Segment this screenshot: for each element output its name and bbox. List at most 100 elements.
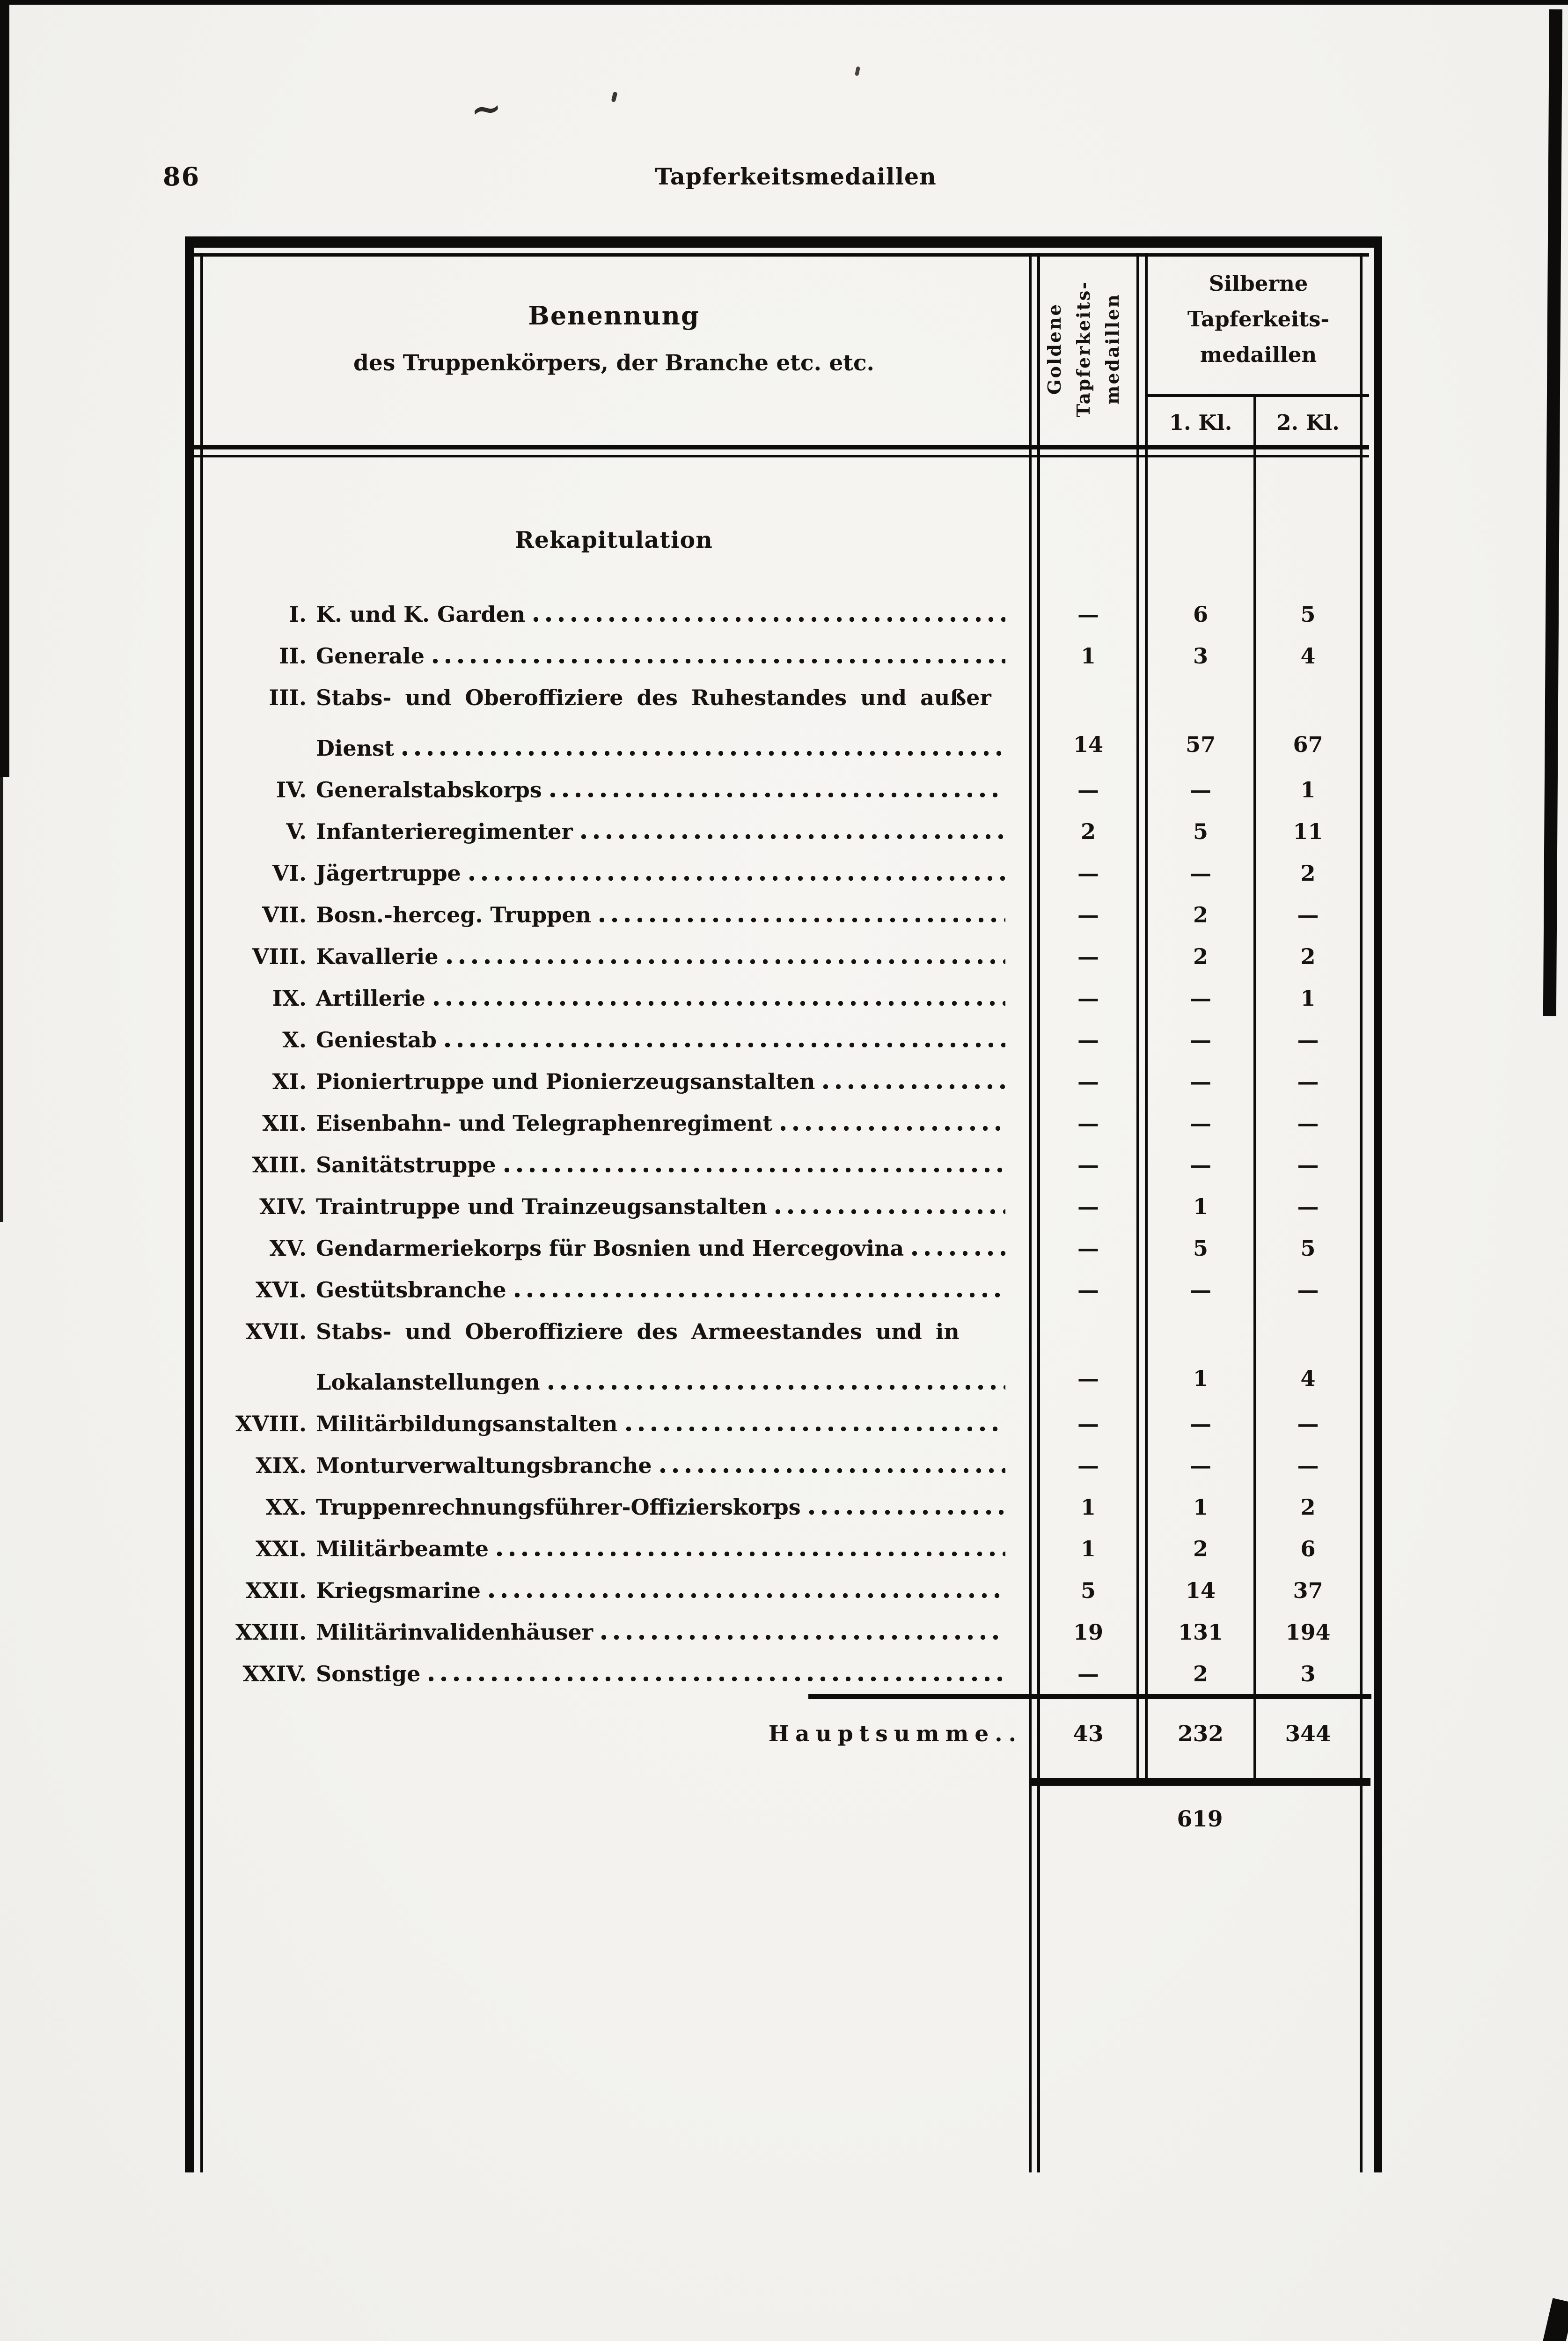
dot-leader <box>659 1467 1005 1474</box>
table-row: IV. Generalstabskorps — — 1 <box>199 777 1369 822</box>
dot-leader <box>496 1551 1005 1557</box>
cell-silberne-2kl: — <box>1297 902 1319 928</box>
row-numeral: IV. <box>276 777 307 802</box>
table-row: IX. Artillerie — — 1 <box>199 986 1369 1031</box>
cell-goldene: 1 <box>1080 643 1096 669</box>
column-header-name-line2: des Truppenkörpers, der Branche etc. etc… <box>353 350 874 376</box>
row-numeral: V. <box>286 819 307 844</box>
table-row: XV. Gendarmeriekorps für Bosnien und Her… <box>199 1236 1369 1281</box>
silberne-line: Tapferkeits- <box>1187 307 1330 331</box>
row-numeral: XIII. <box>252 1152 307 1178</box>
page-header-title: Tapferkeitsmedaillen <box>655 163 937 190</box>
table-border-left-inner <box>200 253 203 2172</box>
dot-leader <box>911 1250 1005 1257</box>
cell-silberne-2kl: — <box>1297 1111 1319 1136</box>
row-numeral: VII. <box>262 902 307 928</box>
dot-leader <box>822 1083 1005 1090</box>
divider-kl1-kl2 <box>1253 394 1256 1779</box>
cell-silberne-2kl: 4 <box>1300 643 1316 669</box>
row-numeral: VI. <box>272 861 307 886</box>
cell-goldene: — <box>1077 986 1099 1011</box>
scan-corner-wedge <box>1539 2298 1568 2341</box>
cell-goldene: — <box>1077 861 1099 886</box>
dot-leader <box>446 958 1005 965</box>
dot-leader <box>808 1509 1005 1516</box>
row-name-cell: I. K. und K. Garden <box>199 602 1029 627</box>
total-goldene: 43 <box>1073 1721 1104 1747</box>
row-numeral: XXIV. <box>242 1661 307 1686</box>
divider-gold-silver-a <box>1136 253 1139 1779</box>
row-label: Sanitätstruppe <box>316 1152 496 1178</box>
row-name-cell: XIV. Traintruppe und Trainzeugsanstalten <box>199 1194 1029 1219</box>
row-name-cell: XXIV. Sonstige <box>199 1661 1029 1686</box>
silberne-line: Silberne <box>1209 271 1308 296</box>
cell-silberne-2kl: — <box>1297 1069 1319 1094</box>
row-label: Stabs- und Oberoffiziere des Armeestande… <box>316 1319 960 1344</box>
row-numeral: XV. <box>269 1236 307 1261</box>
row-numeral: IX. <box>272 986 307 1011</box>
cell-goldene: — <box>1077 1661 1099 1686</box>
cell-silberne-1kl: — <box>1190 1027 1211 1053</box>
row-label: Eisenbahn- und Telegraphenregiment <box>316 1111 773 1136</box>
cell-goldene: 19 <box>1073 1620 1103 1645</box>
dot-leader <box>601 1634 1005 1641</box>
cell-silberne-1kl: 1 <box>1193 1194 1208 1219</box>
row-numeral: XI. <box>272 1069 307 1094</box>
dot-leader <box>444 1042 1005 1048</box>
cell-goldene: — <box>1077 777 1099 802</box>
row-label: Truppenrechnungsführer-Offizierskorps <box>316 1494 801 1520</box>
subheader-1kl: 1. Kl. <box>1169 410 1232 435</box>
dot-leader <box>774 1208 1005 1215</box>
table-row: XIV. Traintruppe und Trainzeugsanstalten… <box>199 1194 1369 1239</box>
cell-goldene: 2 <box>1080 819 1096 844</box>
row-name-cell: XVIII. Militärbildungsanstalten <box>199 1411 1029 1436</box>
table-row: VIII. Kavallerie — 2 2 <box>199 944 1369 989</box>
cell-silberne-1kl: — <box>1190 1111 1211 1136</box>
dot-leader <box>513 1292 1005 1298</box>
table-border-top-inner <box>194 253 1369 257</box>
row-name-cell: VI. Jägertruppe <box>199 861 1029 886</box>
grand-total-value: 619 <box>1177 1806 1223 1832</box>
cell-silberne-2kl: — <box>1297 1411 1319 1436</box>
column-header-name-line1: Benennung <box>528 301 700 331</box>
row-name-cell: IX. Artillerie <box>199 986 1029 1011</box>
table-border-top-outer <box>185 236 1382 248</box>
row-name-cell: XX. Truppenrechnungsführer-Offizierskorp… <box>199 1494 1029 1520</box>
table-row: XX. Truppenrechnungsführer-Offizierskorp… <box>199 1494 1369 1539</box>
row-label: Generalstabskorps <box>316 777 542 802</box>
row-numeral: XIV. <box>259 1194 307 1219</box>
table-row: V. Infanterieregimenter 2 5 11 <box>199 819 1369 864</box>
subheader-2kl: 2. Kl. <box>1276 410 1340 435</box>
dot-leader <box>428 1676 1005 1682</box>
table-row: I. K. und K. Garden — 6 5 <box>199 602 1369 647</box>
row-label: Generale <box>316 643 425 669</box>
goldene-line: Tapferkeits- <box>1073 280 1094 418</box>
dot-leader <box>547 1384 1005 1391</box>
cell-silberne-1kl: — <box>1190 777 1211 802</box>
table-row: XXI. Militärbeamte 1 2 6 <box>199 1536 1369 1581</box>
goldene-rotated-text: Goldene Tapferkeits- medaillen <box>1040 255 1136 442</box>
cell-silberne-2kl: 67 <box>1293 732 1323 757</box>
cell-goldene: — <box>1077 1277 1099 1303</box>
table-row: II. Generale 1 3 4 <box>199 643 1369 688</box>
column-header-goldene: Goldene Tapferkeits- medaillen <box>1040 253 1136 445</box>
dot-leader <box>625 1426 1005 1432</box>
cell-silberne-2kl: 4 <box>1300 1366 1316 1391</box>
scan-edge-top <box>0 0 1568 5</box>
cell-silberne-2kl: — <box>1297 1027 1319 1053</box>
row-label-continued: Dienst <box>316 736 395 761</box>
row-label: Sonstige <box>316 1661 421 1686</box>
row-label: Bosn.-herceg. Truppen <box>316 902 592 928</box>
scan-speck <box>855 66 860 76</box>
row-name-continuation: Lokalanstellungen <box>199 1369 1029 1395</box>
cell-goldene: — <box>1077 1366 1099 1391</box>
cell-silberne-1kl: 5 <box>1193 1236 1208 1261</box>
table-row: XVI. Gestütsbranche — — — <box>199 1277 1369 1322</box>
table-row: XI. Pioniertruppe und Pionierzeugsanstal… <box>199 1069 1369 1114</box>
row-numeral: XXI. <box>256 1536 307 1561</box>
row-name-cell: XII. Eisenbahn- und Telegraphenregiment <box>199 1111 1029 1136</box>
cell-silberne-2kl: 2 <box>1300 1494 1316 1520</box>
cell-silberne-2kl: 194 <box>1285 1620 1331 1645</box>
cell-goldene: — <box>1077 944 1099 969</box>
